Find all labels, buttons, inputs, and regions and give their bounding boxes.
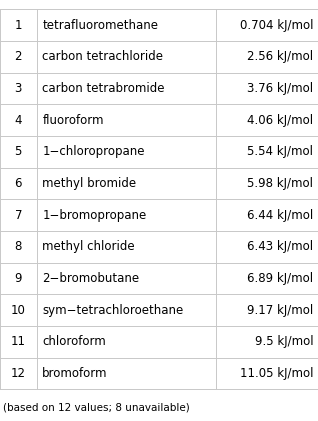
Text: 2.56 kJ/mol: 2.56 kJ/mol bbox=[247, 50, 313, 63]
Text: 3: 3 bbox=[15, 82, 22, 95]
Text: 5.98 kJ/mol: 5.98 kJ/mol bbox=[247, 177, 313, 190]
Text: chloroform: chloroform bbox=[42, 336, 106, 349]
Text: 11: 11 bbox=[11, 336, 26, 349]
Text: 9.5 kJ/mol: 9.5 kJ/mol bbox=[255, 336, 313, 349]
Text: carbon tetrachloride: carbon tetrachloride bbox=[42, 50, 163, 63]
Text: fluoroform: fluoroform bbox=[42, 114, 104, 127]
Text: 12: 12 bbox=[11, 367, 26, 380]
Text: 10: 10 bbox=[11, 304, 26, 317]
Text: 8: 8 bbox=[15, 240, 22, 253]
Text: sym−tetrachloroethane: sym−tetrachloroethane bbox=[42, 304, 183, 317]
Text: 5.54 kJ/mol: 5.54 kJ/mol bbox=[247, 145, 313, 158]
Text: 1: 1 bbox=[15, 19, 22, 32]
Text: 6.89 kJ/mol: 6.89 kJ/mol bbox=[247, 272, 313, 285]
Text: 4.06 kJ/mol: 4.06 kJ/mol bbox=[247, 114, 313, 127]
Text: 1−chloropropane: 1−chloropropane bbox=[42, 145, 145, 158]
Text: tetrafluoromethane: tetrafluoromethane bbox=[42, 19, 158, 32]
Text: carbon tetrabromide: carbon tetrabromide bbox=[42, 82, 165, 95]
Text: 9.17 kJ/mol: 9.17 kJ/mol bbox=[247, 304, 313, 317]
Text: 6.43 kJ/mol: 6.43 kJ/mol bbox=[247, 240, 313, 253]
Text: bromoform: bromoform bbox=[42, 367, 108, 380]
Text: 2−bromobutane: 2−bromobutane bbox=[42, 272, 139, 285]
Text: 0.704 kJ/mol: 0.704 kJ/mol bbox=[240, 19, 313, 32]
Text: methyl chloride: methyl chloride bbox=[42, 240, 135, 253]
Text: 6.44 kJ/mol: 6.44 kJ/mol bbox=[247, 209, 313, 222]
Text: 5: 5 bbox=[15, 145, 22, 158]
Text: 9: 9 bbox=[15, 272, 22, 285]
Text: 4: 4 bbox=[15, 114, 22, 127]
Text: 6: 6 bbox=[15, 177, 22, 190]
Text: 1−bromopropane: 1−bromopropane bbox=[42, 209, 147, 222]
Text: 11.05 kJ/mol: 11.05 kJ/mol bbox=[240, 367, 313, 380]
Text: 2: 2 bbox=[15, 50, 22, 63]
Text: (based on 12 values; 8 unavailable): (based on 12 values; 8 unavailable) bbox=[3, 402, 190, 412]
Text: methyl bromide: methyl bromide bbox=[42, 177, 136, 190]
Text: 7: 7 bbox=[15, 209, 22, 222]
Text: 3.76 kJ/mol: 3.76 kJ/mol bbox=[247, 82, 313, 95]
